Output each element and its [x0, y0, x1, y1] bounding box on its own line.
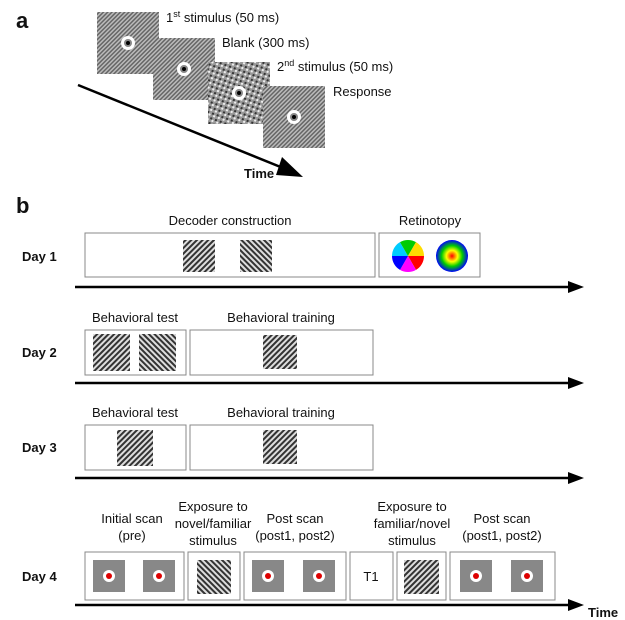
stimulus	[153, 38, 215, 100]
stimulus	[97, 12, 159, 74]
time-label: Time	[244, 166, 274, 181]
stimulus-label: 1st stimulus (50 ms)	[166, 9, 279, 25]
session-title: Post scan	[266, 511, 323, 526]
scan-stimulus	[93, 560, 125, 592]
arrow-head	[276, 157, 303, 177]
session-title: Exposure to	[178, 499, 247, 514]
session-title: (post1, post2)	[255, 528, 335, 543]
stimulus-label: Response	[333, 84, 392, 99]
stimulus-label: Blank (300 ms)	[222, 35, 309, 50]
session-title: (post1, post2)	[462, 528, 542, 543]
grating	[263, 430, 297, 464]
session-title: stimulus	[189, 533, 237, 548]
session-title: Initial scan	[101, 511, 162, 526]
arrow-head	[568, 281, 584, 293]
session-title: Behavioral training	[227, 405, 335, 420]
stimulus-label: 2nd stimulus (50 ms)	[277, 58, 393, 74]
stimulus	[263, 86, 325, 148]
panel-label: a	[16, 8, 29, 33]
arrow-head	[568, 599, 584, 611]
session-title: Behavioral training	[227, 310, 335, 325]
grating	[404, 560, 439, 594]
scan-stimulus	[143, 560, 175, 592]
scan-stimulus	[511, 560, 543, 592]
session-title: Retinotopy	[399, 213, 462, 228]
session-title: novel/familiar	[175, 516, 252, 531]
scan-stimulus	[252, 560, 284, 592]
grating	[139, 334, 176, 371]
eccentricity-map	[436, 240, 468, 272]
grating	[93, 334, 130, 371]
session-title: Behavioral test	[92, 310, 178, 325]
session-title: Behavioral test	[92, 405, 178, 420]
session-title: Exposure to	[377, 499, 446, 514]
panel-label: b	[16, 193, 29, 218]
polar-angle-map	[392, 240, 424, 272]
day-label: Day 3	[22, 440, 57, 455]
stimulus	[208, 62, 270, 124]
grating	[263, 335, 297, 369]
day-label: Day 1	[22, 249, 57, 264]
time-label: Time	[588, 605, 618, 620]
session-title: Decoder construction	[169, 213, 292, 228]
session-title: Post scan	[473, 511, 530, 526]
scan-stimulus	[303, 560, 335, 592]
session-title: (pre)	[118, 528, 145, 543]
figure: a Time 1st stimulus (50 ms) Blank (300 m…	[0, 0, 625, 620]
day-label: Day 4	[22, 569, 57, 584]
session-title: stimulus	[388, 533, 436, 548]
arrow-head	[568, 472, 584, 484]
grating	[183, 240, 215, 272]
day-label: Day 2	[22, 345, 57, 360]
marker: T1	[363, 569, 378, 584]
scan-stimulus	[460, 560, 492, 592]
arrow-head	[568, 377, 584, 389]
grating	[240, 240, 272, 272]
grating	[117, 430, 153, 466]
session-box	[85, 233, 375, 277]
session-title: familiar/novel	[374, 516, 451, 531]
grating	[197, 560, 231, 594]
